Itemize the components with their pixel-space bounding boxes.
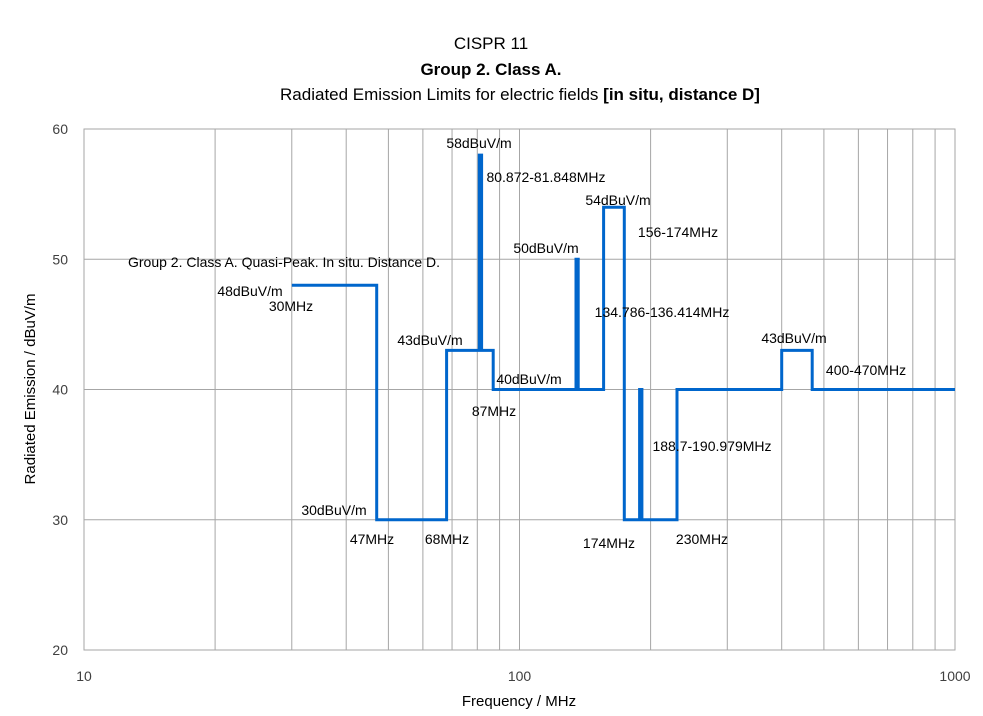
- annotation: 80.872-81.848MHz: [486, 169, 605, 185]
- annotation: 50dBuV/m: [513, 240, 578, 256]
- x-tick-label: 10: [76, 668, 92, 684]
- x-axis-label: Frequency / MHz: [462, 693, 576, 710]
- chart-title-line2: Group 2. Class A.: [420, 60, 561, 79]
- annotation: 174MHz: [583, 535, 635, 551]
- x-tick-label: 100: [508, 668, 532, 684]
- annotation: 58dBuV/m: [446, 135, 511, 151]
- x-tick-label: 1000: [939, 668, 970, 684]
- annotation: 87MHz: [472, 403, 516, 419]
- annotation: 68MHz: [425, 531, 469, 547]
- series-label: Group 2. Class A. Quasi-Peak. In situ. D…: [128, 254, 440, 270]
- annotation: 400-470MHz: [826, 362, 906, 378]
- y-tick-label: 40: [52, 382, 68, 398]
- y-tick-label: 20: [52, 642, 68, 658]
- y-tick-label: 50: [52, 251, 68, 267]
- annotation: 48dBuV/m: [217, 283, 282, 299]
- annotation: 156-174MHz: [638, 224, 718, 240]
- annotation: 43dBuV/m: [397, 332, 462, 348]
- chart-title-line1: CISPR 11: [454, 34, 528, 53]
- annotation: 54dBuV/m: [585, 192, 650, 208]
- annotation: 47MHz: [350, 531, 394, 547]
- annotation: 30dBuV/m: [301, 502, 366, 518]
- y-tick-label: 60: [52, 121, 68, 137]
- y-axis-label: Radiated Emission / dBuV/m: [22, 294, 39, 485]
- annotation: 230MHz: [676, 531, 728, 547]
- annotation: 188.7-190.979MHz: [652, 438, 771, 454]
- annotation: 30MHz: [269, 298, 313, 314]
- annotation: 43dBuV/m: [761, 330, 826, 346]
- y-tick-label: 30: [52, 512, 68, 528]
- chart-title-line3: Radiated Emission Limits for electric fi…: [280, 85, 760, 104]
- limit-line: [291, 153, 955, 522]
- annotation: 134.786-136.414MHz: [595, 304, 730, 320]
- annotation: 40dBuV/m: [496, 371, 561, 387]
